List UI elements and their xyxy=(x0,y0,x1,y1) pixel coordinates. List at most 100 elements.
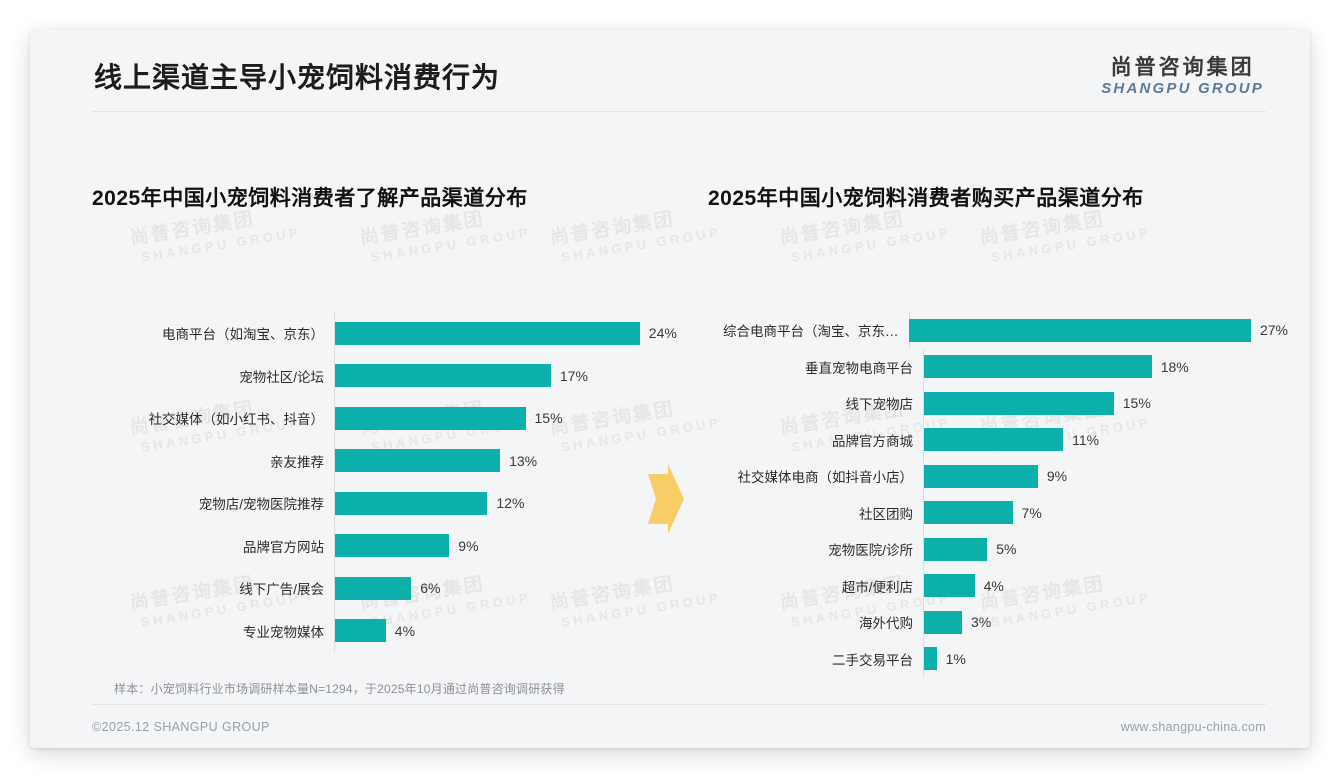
chart-bar xyxy=(909,318,1251,342)
chart-bar-value: 1% xyxy=(945,650,966,667)
chart-row-label: 品牌官方网站 xyxy=(243,539,324,555)
footer-divider xyxy=(92,704,1266,705)
chart-axis-line xyxy=(334,567,335,610)
chart-row-label: 综合电商平台（淘宝、京东… xyxy=(723,324,899,340)
chart-bar-value: 6% xyxy=(420,580,441,597)
chart-row-label: 线下广告/展会 xyxy=(239,582,324,598)
chart-bar-area: 13% xyxy=(335,449,692,473)
chart-row: 线下广告/展会 6% xyxy=(92,567,692,610)
chart-bar xyxy=(335,534,450,558)
chart-axis-line xyxy=(923,567,924,604)
chart-bar-area: 4% xyxy=(924,574,1288,598)
chart-panel-awareness: 2025年中国小宠饲料消费者了解产品渠道分布 电商平台（如淘宝、京东） 24% 宠物… xyxy=(92,182,692,652)
chart-bar xyxy=(924,610,962,634)
chart-bar-area: 6% xyxy=(335,576,692,600)
chart-bar-area: 4% xyxy=(335,619,692,643)
chart-rows-awareness: 电商平台（如淘宝、京东） 24% 宠物社区/论坛 17% 社交媒体（如小红书、抖音） 15… xyxy=(92,312,692,652)
chart-bar xyxy=(335,364,551,388)
footer-website[interactable]: www.shangpu-china.com xyxy=(1120,720,1266,734)
right-arrow-icon xyxy=(642,462,686,536)
chart-row: 社区团购 7% xyxy=(708,494,1288,531)
chart-axis-line xyxy=(923,604,924,641)
chart-row: 亲友推荐 13% xyxy=(92,439,692,482)
chart-bar-area: 24% xyxy=(335,321,692,345)
chart-bar xyxy=(335,619,386,643)
slide-header: 线上渠道主导小宠饲料消费行为 尚普咨询集团 SHANGPU GROUP xyxy=(30,30,1310,112)
chart-bar xyxy=(924,574,975,598)
slide-footer: ©2025.12 SHANGPU GROUP www.shangpu-china… xyxy=(30,716,1310,748)
chart-bar-value: 18% xyxy=(1160,358,1189,375)
chart-panel-purchase: 2025年中国小宠饲料消费者购买产品渠道分布 综合电商平台（淘宝、京东… 27% 垂… xyxy=(708,182,1288,677)
chart-row-label: 专业宠物媒体 xyxy=(243,624,324,640)
chart-bar-value: 5% xyxy=(996,541,1017,558)
chart-row: 海外代购 3% xyxy=(708,604,1288,641)
chart-bar-area: 3% xyxy=(924,610,1288,634)
chart-bar xyxy=(335,491,488,515)
chart-bar xyxy=(335,321,640,345)
chart-axis-line xyxy=(923,385,924,422)
sample-footnote: 样本：小宠饲料行业市场调研样本量N=1294，于2025年10月通过尚普咨询调研… xyxy=(114,682,565,696)
charts-container: 2025年中国小宠饲料消费者了解产品渠道分布 电商平台（如淘宝、京东） 24% 宠物… xyxy=(30,30,1310,748)
chart-bar-value: 4% xyxy=(983,577,1004,594)
chart-axis-line xyxy=(923,494,924,531)
chart-title-awareness: 2025年中国小宠饲料消费者了解产品渠道分布 xyxy=(92,187,528,210)
chart-row-label: 亲友推荐 xyxy=(270,454,324,470)
chart-bar-area: 1% xyxy=(924,647,1288,671)
chart-axis-line xyxy=(923,421,924,458)
chart-bar-area: 5% xyxy=(924,537,1288,561)
chart-bar-value: 9% xyxy=(458,537,479,554)
chart-axis-line xyxy=(334,609,335,652)
chart-bar-area: 12% xyxy=(335,491,692,515)
chart-row-label: 宠物店/宠物医院推荐 xyxy=(198,497,324,513)
chart-row: 垂直宠物电商平台 18% xyxy=(708,348,1288,385)
chart-axis-line xyxy=(923,348,924,385)
footer-copyright: ©2025.12 SHANGPU GROUP xyxy=(92,720,270,734)
chart-bar-value: 13% xyxy=(509,452,538,469)
chart-bar-value: 9% xyxy=(1046,468,1068,485)
chart-rows-purchase: 综合电商平台（淘宝、京东… 27% 垂直宠物电商平台 18% 线下宠物店 15% 品牌官方商… xyxy=(708,312,1288,677)
chart-row-label: 二手交易平台 xyxy=(832,652,913,668)
chart-bar-area: 11% xyxy=(924,428,1288,452)
chart-row-label: 电商平台（如淘宝、京东） xyxy=(162,327,324,343)
chart-row: 品牌官方网站 9% xyxy=(92,524,692,567)
chart-row-label: 宠物医院/诊所 xyxy=(828,543,913,559)
chart-row-label: 垂直宠物电商平台 xyxy=(805,360,913,376)
chart-row: 宠物社区/论坛 17% xyxy=(92,354,692,397)
chart-bar-value: 24% xyxy=(648,325,677,342)
header-divider xyxy=(92,111,1266,112)
chart-bar-area: 17% xyxy=(335,364,692,388)
chart-bar-value: 27% xyxy=(1259,322,1288,339)
chart-axis-line xyxy=(923,531,924,568)
chart-bar xyxy=(924,428,1064,452)
chart-row-label: 超市/便利店 xyxy=(841,579,913,595)
chart-axis-line xyxy=(923,458,924,495)
chart-axis-line xyxy=(334,397,335,440)
chart-row-label: 社交媒体（如小红书、抖音） xyxy=(148,412,325,428)
chart-row-label: 海外代购 xyxy=(859,616,913,632)
chart-bar xyxy=(335,449,501,473)
chart-title-purchase: 2025年中国小宠饲料消费者购买产品渠道分布 xyxy=(708,187,1144,210)
logo-en-text: SHANGPU GROUP xyxy=(1101,80,1264,98)
chart-bar-area: 18% xyxy=(924,355,1288,379)
chart-bar-value: 11% xyxy=(1072,431,1100,448)
chart-bar-area: 27% xyxy=(909,318,1288,342)
chart-row: 超市/便利店 4% xyxy=(708,567,1288,604)
chart-row-label: 宠物社区/论坛 xyxy=(239,369,324,385)
chart-bar xyxy=(924,464,1038,488)
chart-bar-area: 9% xyxy=(335,534,692,558)
chart-axis-line xyxy=(334,524,335,567)
chart-axis-line xyxy=(334,482,335,525)
chart-row: 社交媒体电商（如抖音小店） 9% xyxy=(708,458,1288,495)
chart-bar-area: 9% xyxy=(924,464,1288,488)
chart-bar-area: 15% xyxy=(924,391,1288,415)
chart-row-label: 社交媒体电商（如抖音小店） xyxy=(737,470,914,486)
chart-row: 社交媒体（如小红书、抖音） 15% xyxy=(92,397,692,440)
chart-bar-value: 17% xyxy=(559,367,588,384)
chart-axis-line xyxy=(334,312,335,355)
chart-row: 专业宠物媒体 4% xyxy=(92,609,692,652)
chart-bar-value: 7% xyxy=(1021,504,1042,521)
chart-axis-line xyxy=(334,354,335,397)
chart-bar-value: 4% xyxy=(394,622,416,639)
chart-row: 宠物医院/诊所 5% xyxy=(708,531,1288,568)
chart-axis-line xyxy=(334,439,335,482)
